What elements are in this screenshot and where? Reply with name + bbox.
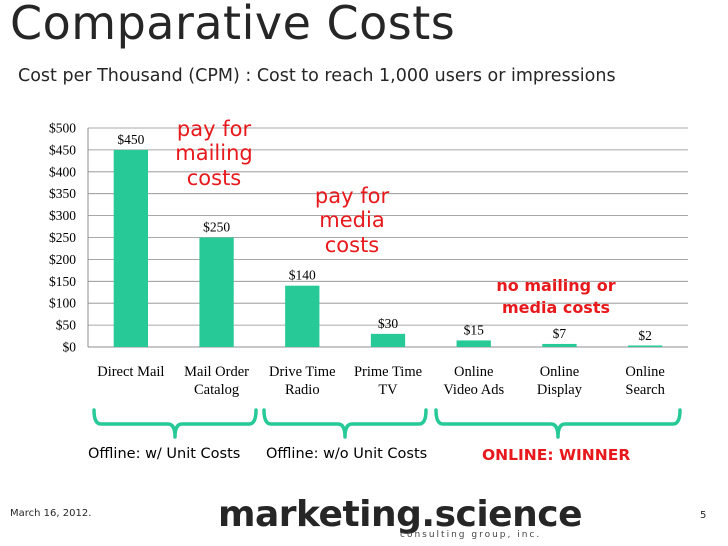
annotation-media-line3: costs [324,232,380,257]
slide-title: Comparative Costs [10,0,456,50]
y-tick-label: $250 [49,230,76,245]
data-label: $250 [203,220,230,235]
annotation-media-line1: pay for [314,184,390,208]
annotation-mailing: pay for mailing costs [166,117,262,190]
group-label-offline-unit: Offline: w/ Unit Costs [88,446,241,462]
x-tick-label: Prime Time [354,364,422,380]
bar [285,285,320,347]
slide-subtitle: Cost per Thousand (CPM) : Cost to reach … [18,66,616,86]
page-number: 5 [700,510,707,521]
data-label: $30 [378,316,399,331]
y-tick-label: $350 [49,186,76,201]
data-label: $140 [289,268,316,283]
brace-online [434,408,682,439]
annotation-mailing-line2: mailing [175,141,253,166]
bar [370,333,406,347]
data-label: $7 [553,326,567,341]
x-tick-label: Drive Time [269,364,335,380]
y-tick-label: $400 [49,164,76,179]
x-tick-label: Mail Order [184,364,249,380]
x-tick-label: Online [454,364,493,380]
x-tick-label: Online [540,364,579,380]
brace-offline-unit [92,408,258,439]
x-tick-label: Radio [285,382,320,398]
annotation-mailing-line3: costs [186,165,242,190]
footer-date: March 16, 2012. [10,508,92,519]
x-tick-label: Catalog [194,382,239,398]
annotation-online: no mailing or media costs [474,275,638,320]
y-tick-label: $0 [63,340,77,355]
y-tick-label: $450 [49,142,76,157]
annotation-online-line2: media costs [502,298,610,318]
company-logo: marketing.science [218,494,582,535]
y-tick-label: $200 [49,252,76,267]
company-tagline: consulting group, inc. [400,530,542,540]
y-tick-label: $150 [49,274,76,289]
data-label: $450 [117,132,144,147]
group-label-online-winner: ONLINE: WINNER [482,446,631,464]
bar [456,340,491,347]
annotation-media: pay for media costs [296,184,408,257]
data-label: $15 [464,322,485,337]
bar [199,237,234,347]
bar [113,149,148,347]
x-tick-label: Video Ads [443,382,504,398]
annotation-media-line2: media [319,208,385,233]
x-tick-label: Direct Mail [97,364,164,380]
bar [628,345,663,347]
x-tick-label: Search [625,382,665,398]
y-tick-label: $500 [49,121,76,136]
x-tick-label: Display [537,382,583,398]
x-tick-label: Online [625,364,664,380]
bar [542,343,577,347]
data-label: $2 [638,328,652,343]
y-tick-label: $100 [49,296,76,311]
y-tick-label: $300 [49,208,76,223]
annotation-online-line1: no mailing or [496,276,616,295]
x-tick-label: TV [378,382,398,398]
y-tick-label: $50 [56,318,77,333]
annotation-mailing-line1: pay for [176,117,252,141]
brace-offline-no-unit [262,408,428,439]
group-label-offline-no-unit: Offline: w/o Unit Costs [266,446,428,462]
